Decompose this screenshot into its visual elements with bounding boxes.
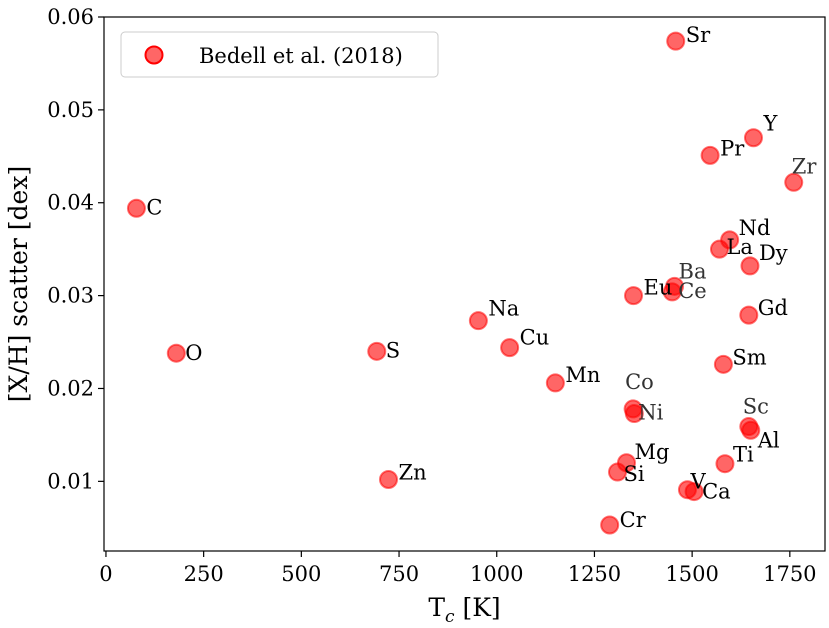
point-label-na: Na [488,297,519,321]
data-points [126,31,804,535]
x-tick-label: 1000 [470,562,523,586]
data-point-y [743,128,763,148]
data-point-nd [720,230,740,250]
point-label-ti: Ti [733,443,754,467]
point-label-sc: Sc [743,395,769,419]
point-label-cu: Cu [520,326,550,350]
point-label-ca: Ca [702,480,731,504]
point-label-dy: Dy [759,241,788,265]
y-tick-label: 0.04 [47,191,94,215]
point-label-zn: Zn [398,460,426,484]
point-label-ce: Ce [678,279,707,303]
point-label-pr: Pr [720,136,745,160]
data-point-na [468,311,488,331]
point-label-sm: Sm [732,345,766,369]
point-label-mn: Mn [565,363,600,387]
data-point-zn [378,469,398,489]
point-label-v: V [689,470,706,494]
point-label-sr: Sr [686,23,711,47]
data-point-s [367,341,387,361]
plot-frame [103,16,826,552]
x-tick-label: 1250 [568,562,621,586]
x-axis-label-main: T [428,593,445,622]
legend: Bedell et al. (2018) [120,31,439,78]
data-point-mn [545,373,565,393]
point-label-o: O [185,341,202,365]
x-axis-label: Tc [K] [428,593,500,627]
point-label-eu: Eu [644,276,673,300]
legend-entry-label: Bedell et al. (2018) [199,44,403,68]
data-point-o [166,343,186,363]
point-label-gd: Gd [758,296,788,320]
point-label-c: C [146,195,162,219]
data-point-pr [700,145,720,165]
point-label-co: Co [625,370,654,394]
point-label-zr: Zr [792,154,818,178]
data-point-eu [624,286,644,306]
point-label-mg: Mg [634,440,669,464]
x-axis: 0 250 500 750 1000 1250 1500 1750 [99,551,817,586]
point-label-la: La [726,235,752,259]
point-label-y: Y [762,112,778,136]
data-point-ca [684,482,704,502]
y-axis: 0.01 0.02 0.03 0.04 0.05 0.06 [47,5,104,493]
x-tick-label: 500 [281,562,321,586]
x-tick-label: 1750 [763,562,816,586]
y-tick-label: 0.05 [47,98,94,122]
x-tick-label: 0 [99,562,112,586]
point-label-ba: Ba [679,259,707,283]
data-point-al [741,420,761,440]
data-point-ni [624,404,644,424]
point-label-ni: Ni [638,401,663,425]
y-axis-label: [X/H] scatter [dex] [4,166,33,402]
data-point-sm [713,354,733,374]
data-point-mg [616,453,636,473]
y-tick-label: 0.03 [47,284,94,308]
data-point-zr [784,172,804,192]
data-point-gd [739,305,759,325]
point-label-nd: Nd [739,216,771,240]
data-point-dy [740,256,760,276]
y-tick-label: 0.01 [47,469,94,493]
data-point-ba [665,276,685,296]
data-point-ti [715,454,735,474]
y-tick-label: 0.02 [47,376,94,400]
data-point-c [126,198,146,218]
legend-box [120,31,439,78]
x-axis-label-subscript: c [445,607,455,627]
x-tick-label: 750 [379,562,419,586]
point-label-si: Si [623,462,644,486]
x-tick-label: 250 [184,562,224,586]
point-label-cr: Cr [620,508,647,532]
point-label-al: Al [757,428,780,452]
x-tick-label: 1500 [665,562,718,586]
data-point-cu [500,338,520,358]
data-point-sr [666,31,686,51]
legend-marker [144,45,164,65]
point-label-s: S [386,338,400,362]
x-axis-label-unit: [K] [455,593,501,622]
y-tick-label: 0.06 [47,5,94,29]
data-point-cr [600,515,620,535]
